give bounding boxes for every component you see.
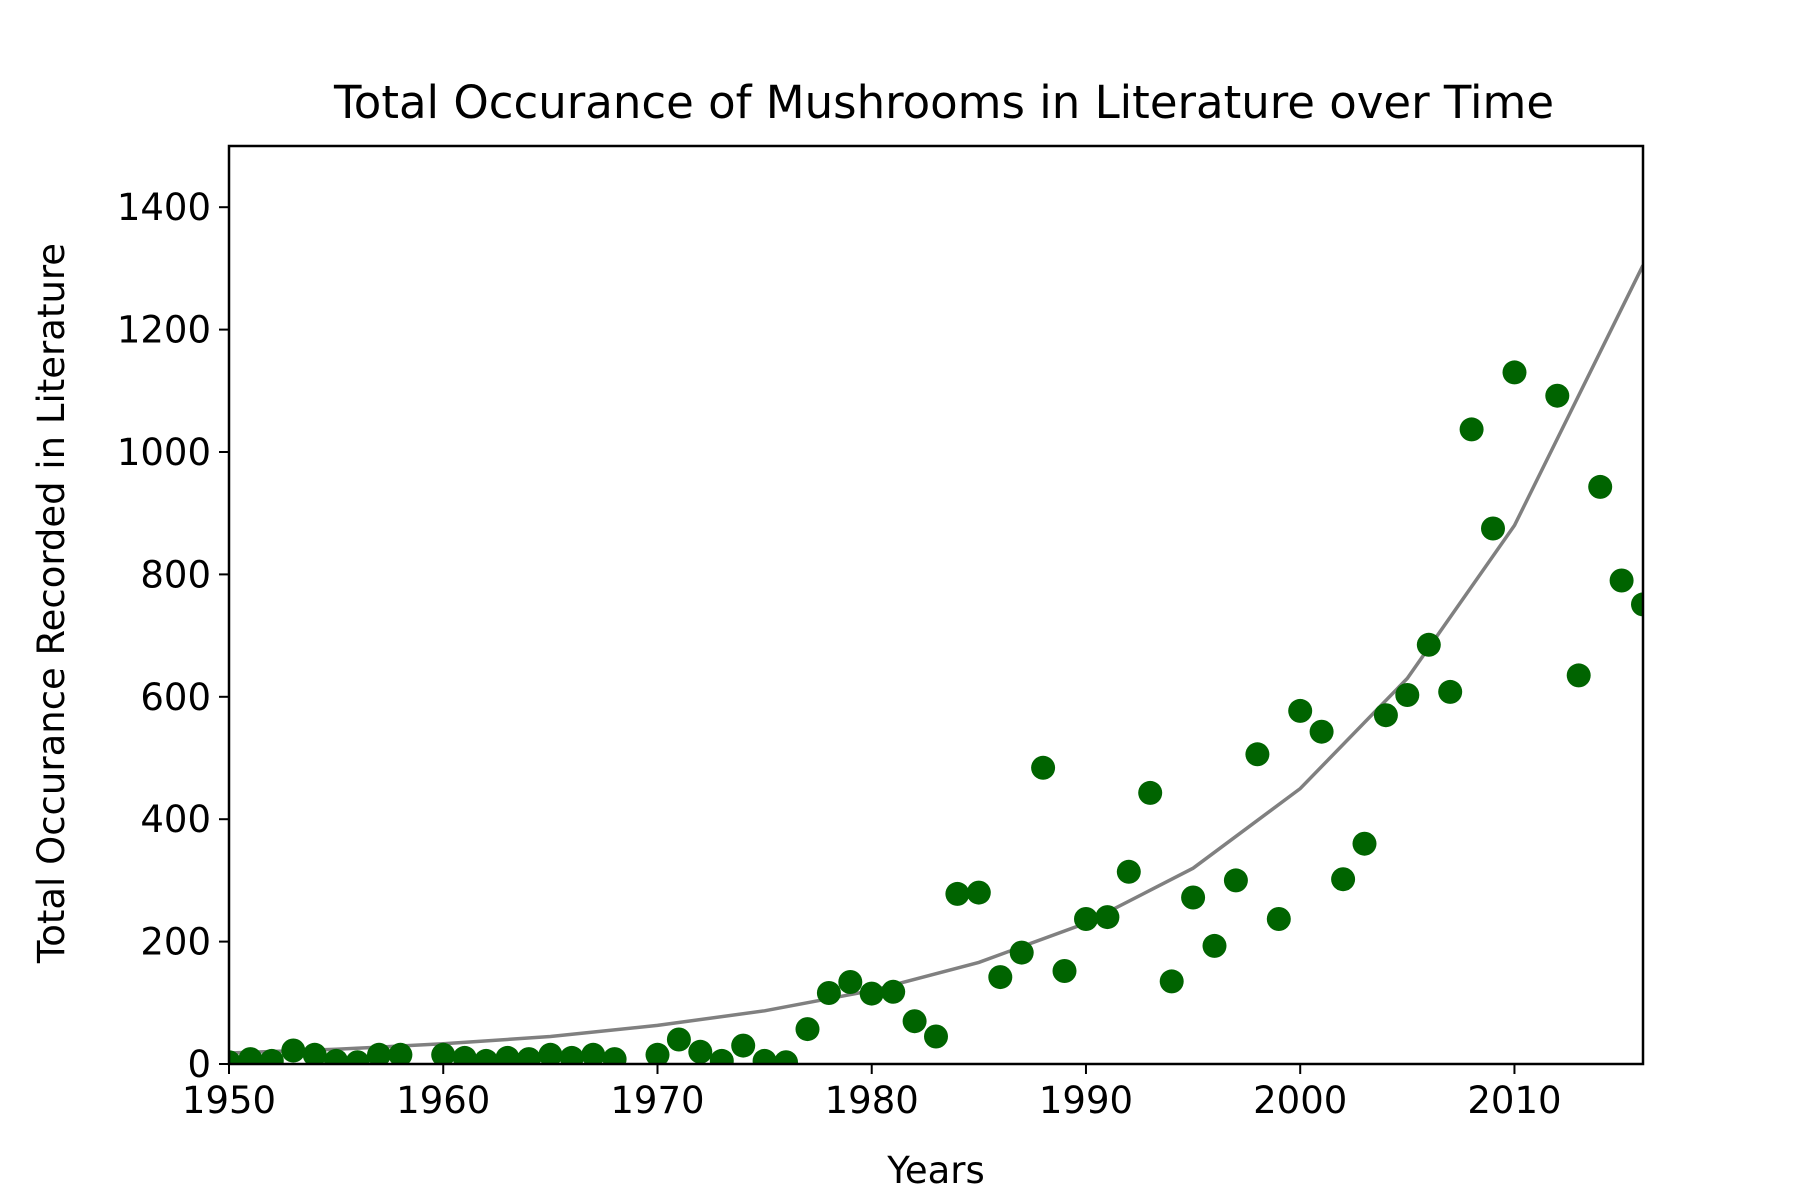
data-point bbox=[559, 1045, 584, 1064]
trend-line bbox=[229, 264, 1643, 1055]
data-point bbox=[1352, 831, 1377, 856]
y-tick-label: 600 bbox=[140, 676, 211, 719]
data-point bbox=[1138, 780, 1163, 805]
x-tick-label: 1960 bbox=[396, 1079, 490, 1122]
data-point bbox=[581, 1042, 606, 1064]
data-point bbox=[1331, 867, 1356, 892]
x-tick-label: 2000 bbox=[1253, 1079, 1347, 1122]
data-point bbox=[602, 1047, 627, 1064]
data-point bbox=[324, 1048, 349, 1064]
x-axis-label: Years bbox=[886, 1149, 985, 1192]
data-point bbox=[1116, 859, 1141, 884]
data-point bbox=[474, 1048, 499, 1064]
x-tick-label: 1990 bbox=[1039, 1079, 1133, 1122]
trend-layer bbox=[229, 264, 1643, 1055]
data-point bbox=[774, 1050, 798, 1064]
data-point bbox=[229, 1050, 241, 1064]
y-tick-label: 400 bbox=[140, 798, 211, 841]
data-point bbox=[924, 1024, 948, 1049]
y-tick-label: 1200 bbox=[117, 309, 211, 352]
data-point bbox=[1631, 592, 1643, 617]
data-point bbox=[1416, 632, 1441, 657]
data-point bbox=[816, 981, 841, 1005]
axis-ticks: 1950 1960 1970 1980 1990 2000 2010 0 200 400 600 80… bbox=[117, 186, 1562, 1122]
data-point bbox=[1245, 742, 1270, 767]
y-tick-label: 800 bbox=[140, 553, 211, 596]
data-point bbox=[1459, 417, 1484, 442]
data-point bbox=[688, 1039, 713, 1064]
data-point bbox=[666, 1027, 691, 1052]
y-axis-label: Total Occurance Recorded in Literature bbox=[30, 243, 73, 964]
data-point bbox=[988, 965, 1013, 990]
y-tick-label: 0 bbox=[187, 1043, 211, 1086]
data-point bbox=[1373, 703, 1398, 728]
y-tick-label: 1400 bbox=[117, 186, 211, 229]
data-point bbox=[516, 1047, 541, 1064]
x-tick-label: 2010 bbox=[1467, 1079, 1561, 1122]
data-point bbox=[1502, 360, 1527, 385]
data-point bbox=[1395, 683, 1420, 707]
data-point bbox=[538, 1042, 563, 1064]
y-tick-label: 1000 bbox=[117, 431, 211, 474]
data-point bbox=[1481, 516, 1505, 541]
data-point bbox=[452, 1045, 477, 1064]
data-point bbox=[966, 880, 991, 905]
data-point bbox=[1609, 568, 1634, 593]
data-point bbox=[1159, 969, 1184, 994]
data-point bbox=[645, 1042, 670, 1064]
data-point bbox=[302, 1042, 327, 1064]
data-point bbox=[752, 1048, 777, 1064]
data-point bbox=[859, 981, 884, 1006]
data-point bbox=[1588, 474, 1613, 499]
data-point bbox=[1009, 940, 1034, 965]
data-point bbox=[1266, 907, 1291, 931]
plot-frame bbox=[227, 144, 1645, 1066]
data-point bbox=[1181, 885, 1206, 910]
data-point bbox=[1052, 959, 1077, 983]
data-points bbox=[229, 360, 1643, 1064]
x-tick-label: 1950 bbox=[182, 1079, 276, 1122]
chart-title: Total Occurance of Mushrooms in Literatu… bbox=[333, 76, 1554, 129]
data-point bbox=[945, 881, 970, 906]
data-point bbox=[345, 1050, 370, 1064]
data-point bbox=[1288, 698, 1313, 723]
y-tick-label: 200 bbox=[140, 921, 211, 964]
data-point bbox=[367, 1042, 391, 1064]
data-point bbox=[709, 1048, 734, 1064]
data-point bbox=[1074, 907, 1098, 931]
data-point bbox=[388, 1042, 413, 1064]
data-point bbox=[431, 1042, 456, 1064]
data-point bbox=[1566, 663, 1591, 688]
data-point bbox=[495, 1045, 520, 1064]
data-point bbox=[281, 1038, 306, 1063]
data-point bbox=[238, 1047, 263, 1064]
data-point bbox=[1095, 905, 1120, 930]
data-point bbox=[1438, 679, 1463, 704]
data-point bbox=[838, 970, 863, 994]
data-point bbox=[881, 979, 906, 1004]
data-point bbox=[1223, 868, 1248, 893]
data-point bbox=[795, 1017, 820, 1042]
x-tick-label: 1970 bbox=[610, 1079, 704, 1122]
data-point bbox=[1202, 933, 1227, 958]
x-tick-label: 1980 bbox=[825, 1079, 919, 1122]
data-point bbox=[731, 1033, 756, 1058]
data-point bbox=[259, 1048, 284, 1064]
data-point bbox=[1031, 755, 1056, 780]
data-point bbox=[902, 1009, 927, 1034]
data-point bbox=[1545, 383, 1570, 408]
data-point bbox=[1309, 719, 1334, 744]
